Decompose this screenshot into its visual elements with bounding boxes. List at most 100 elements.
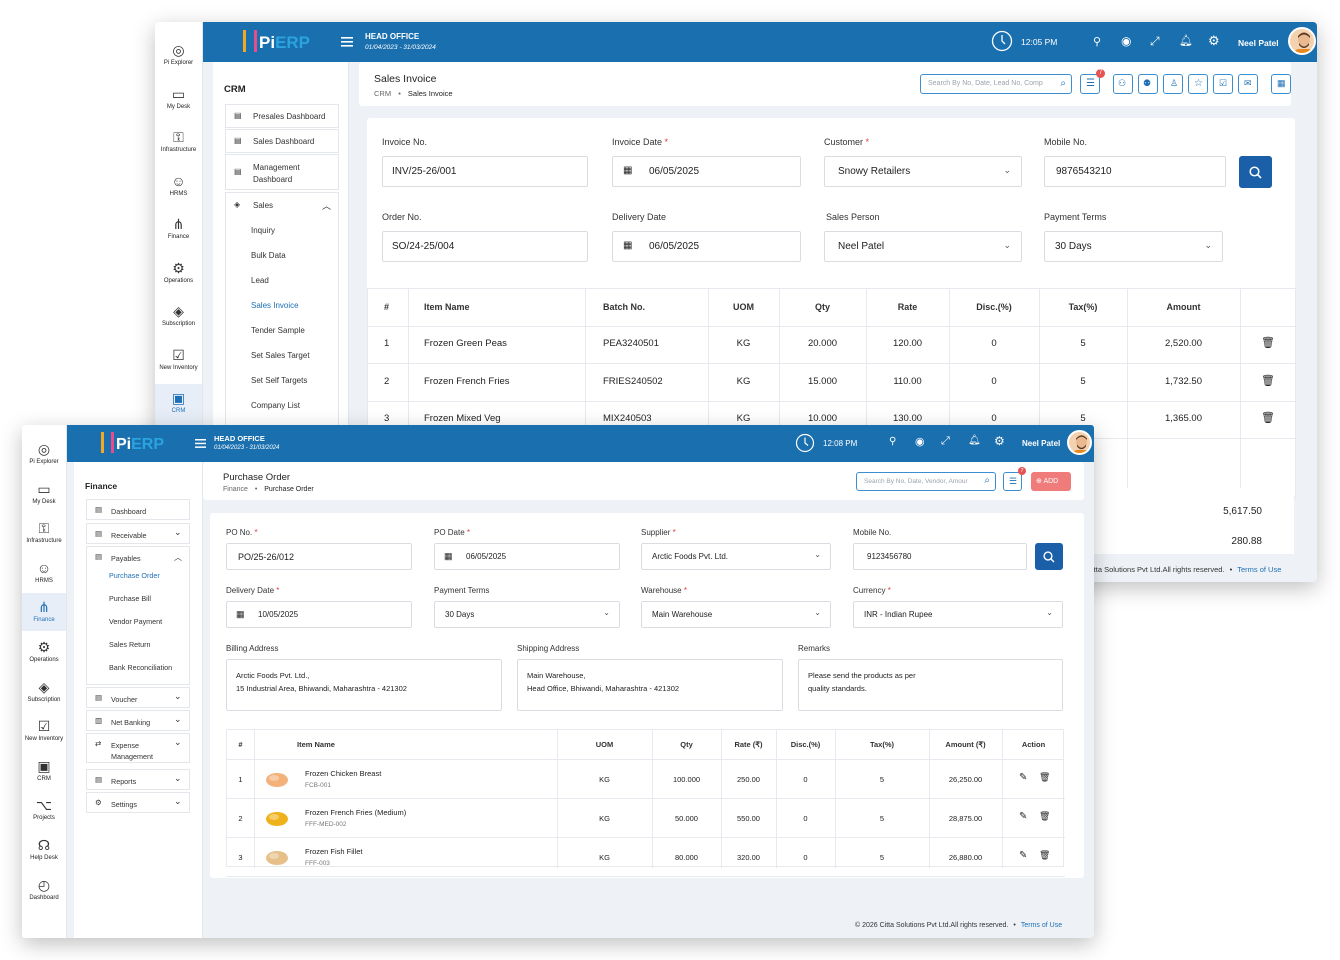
user-button[interactable]: ♙ (1163, 74, 1183, 94)
table-row[interactable]: 1 Frozen Green Peas PEA3240501 KG 20.000 120.… (368, 326, 1297, 364)
currency-select[interactable]: INR - Indian Rupee ⌄ (853, 601, 1063, 628)
submenu-item-sales-invoice[interactable]: Sales Invoice (251, 301, 299, 310)
office-name[interactable]: HEAD OFFICE (214, 434, 265, 443)
trash-icon[interactable]: 🗑︎ (1261, 412, 1275, 424)
chevron-down-icon[interactable]: ⌄ (174, 796, 182, 806)
search-icon[interactable]: ⌕ (984, 475, 990, 486)
supplier-select[interactable]: Arctic Foods Pvt. Ltd. ⌄ (641, 543, 831, 570)
table-row[interactable]: 3 Frozen Fish Fillet FFF-003 KG 80.000 320.00… (227, 838, 1065, 877)
search-button[interactable] (1035, 543, 1063, 570)
chevron-down-icon[interactable]: ⌄ (174, 527, 182, 537)
rail-item-operations[interactable]: ⚙ Operations (22, 633, 66, 671)
eye-icon[interactable]: ◉ (1121, 34, 1132, 48)
sales-person-select[interactable]: Neel Patel ⌄ (824, 231, 1022, 262)
chevron-down-icon[interactable]: ⌄ (174, 737, 182, 747)
group-button[interactable]: ⚉ (1138, 74, 1158, 94)
rail-item-crm[interactable]: ▣ CRM (155, 384, 202, 426)
filter-button[interactable]: ☰ (1003, 472, 1022, 491)
order-no-field[interactable]: SO/24-25/004 (382, 231, 588, 262)
terms-link[interactable]: Terms of Use (1020, 922, 1063, 929)
po-no-field[interactable]: PO/25-26/012 (226, 543, 412, 570)
submenu-item-bulk-data[interactable]: Bulk Data (251, 251, 286, 260)
user-name[interactable]: Neel Patel (1238, 38, 1279, 48)
customer-select[interactable]: Snowy Retailers ⌄ (824, 156, 1022, 187)
menu-item-receivable[interactable]: ▤ Receivable ⌄ (86, 523, 190, 544)
edit-icon[interactable]: ✎ (1019, 811, 1028, 822)
submenu-item-sales-return[interactable]: Sales Return (109, 640, 151, 649)
team-button[interactable]: ⚇ (1113, 74, 1133, 94)
rail-item-pi-explorer[interactable]: ◎ Pi Explorer (155, 36, 202, 78)
rail-item-infrastructure[interactable]: ⚿ Infrastructure (155, 123, 202, 165)
rail-item-dashboard[interactable]: ◴ Dashboard (22, 871, 66, 909)
billing-address-field[interactable]: Arctic Foods Pvt. Ltd., 15 Industrial Are… (226, 659, 502, 711)
pin-icon[interactable]: ⚲ (1093, 36, 1102, 48)
avatar[interactable] (1288, 27, 1316, 55)
search-button[interactable] (1239, 156, 1272, 188)
submenu-item-company-list[interactable]: Company List (251, 401, 300, 410)
menu-item-net-banking[interactable]: ▥ Net Banking ⌄ (86, 710, 190, 731)
menu-item-dashboard[interactable]: ▤ Dashboard (86, 499, 190, 520)
bell-icon[interactable]: 🔔︎ (1179, 35, 1193, 47)
table-row[interactable]: 1 Frozen Chicken Breast FCB-001 KG 100.000 25… (227, 760, 1065, 799)
chevron-down-icon[interactable]: ⌄ (174, 714, 182, 724)
mobile-field[interactable]: 9876543210 (1044, 156, 1226, 187)
edit-icon[interactable]: ✎ (1019, 772, 1028, 783)
menu-item-management-dashboard[interactable]: ▤ Management Dashboard (225, 154, 339, 190)
hamburger-icon[interactable] (341, 37, 353, 47)
hamburger-icon[interactable] (195, 439, 206, 448)
rail-item-help-desk[interactable]: ☊ Help Desk (22, 831, 66, 869)
rail-item-my-desk[interactable]: ▭ My Desk (22, 475, 66, 513)
menu-item-presales-dashboard[interactable]: ▤ Presales Dashboard (225, 104, 339, 128)
table-row[interactable]: 2 Frozen French Fries (Medium) FFF-MED-002… (227, 799, 1065, 838)
menu-item-sales-dashboard[interactable]: ▤ Sales Dashboard (225, 129, 339, 153)
rail-item-crm[interactable]: ▣ CRM (22, 752, 66, 790)
add-button[interactable]: ⊕ ADD (1031, 472, 1071, 491)
rail-item-infrastructure[interactable]: ⚿ Infrastructure (22, 514, 66, 552)
rail-item-finance[interactable]: ⋔ Finance (22, 593, 66, 631)
payment-terms-select[interactable]: 30 Days ⌄ (1044, 231, 1223, 262)
menu-item-settings[interactable]: ⚙ Settings ⌄ (86, 792, 190, 813)
rail-item-finance[interactable]: ⋔ Finance (155, 210, 202, 252)
trash-icon[interactable]: 🗑︎ (1039, 850, 1051, 860)
expand-icon[interactable]: ⤢ (941, 435, 950, 447)
rail-item-hrms[interactable]: ☺ HRMS (155, 167, 202, 209)
search-input[interactable]: Search By No, Date, Vendor, Amour ⌕ (856, 472, 996, 491)
remarks-field[interactable]: Please send the products as per quality s… (798, 659, 1063, 711)
expand-icon[interactable]: ⤢ (1150, 34, 1160, 48)
rail-item-my-desk[interactable]: ▭ My Desk (155, 80, 202, 122)
office-name[interactable]: HEAD OFFICE (365, 32, 420, 41)
submenu-item-purchase-order[interactable]: Purchase Order (109, 571, 160, 580)
menu-item-voucher[interactable]: ▤ Voucher ⌄ (86, 687, 190, 708)
warehouse-select[interactable]: Main Warehouse ⌄ (641, 601, 831, 628)
submenu-item-vendor-payment[interactable]: Vendor Payment (109, 617, 163, 626)
edit-icon[interactable]: ✎ (1019, 850, 1028, 861)
rail-item-new-inventory[interactable]: ☑ New Inventory (22, 712, 66, 750)
table-row[interactable]: 2 Frozen French Fries FRIES240502 KG 15.000 1… (368, 364, 1297, 402)
breadcrumb-finance[interactable]: Finance (223, 486, 248, 493)
filter-button[interactable]: ☰ (1080, 74, 1100, 94)
menu-item-sales[interactable]: Sales (253, 201, 274, 210)
terms-link[interactable]: Terms of Use (1237, 565, 1282, 574)
rail-item-projects[interactable]: ⌥ Projects (22, 791, 66, 829)
breadcrumb-crm[interactable]: CRM (374, 89, 392, 98)
bell-icon[interactable]: 🔔︎ (968, 435, 981, 446)
rail-item-operations[interactable]: ⚙ Operations (155, 254, 202, 296)
menu-item-reports[interactable]: ▤ Reports ⌄ (86, 769, 190, 790)
submenu-item-set-self-targets[interactable]: Set Self Targets (251, 376, 308, 385)
trash-icon[interactable]: 🗑︎ (1039, 811, 1051, 821)
rail-item-pi-explorer[interactable]: ◎ Pi Explorer (22, 435, 66, 473)
rail-item-subscription[interactable]: ◈ Subscription (22, 673, 66, 711)
mobile-field[interactable]: 9123456780 (853, 543, 1027, 570)
menu-item-payables[interactable]: ▤ Payables ︿ Purchase Order Purchase Bill Ven… (86, 546, 190, 685)
delivery-date-field[interactable]: ▦ 06/05/2025 (612, 231, 801, 262)
delivery-date-field[interactable]: ▦ 10/05/2025 (226, 601, 412, 628)
chevron-down-icon[interactable]: ⌄ (174, 773, 182, 783)
search-input[interactable]: Search By No, Date, Lead No, Comp ⌕ (920, 74, 1072, 94)
submenu-item-tender-sample[interactable]: Tender Sample (251, 326, 305, 335)
invoice-date-field[interactable]: ▦ 06/05/2025 (612, 156, 801, 187)
menu-item-expense-management[interactable]: ⇄ Expense Management ⌄ (86, 733, 190, 763)
check-button[interactable]: ☑ (1213, 74, 1233, 94)
rail-item-hrms[interactable]: ☺ HRMS (22, 554, 66, 592)
po-date-field[interactable]: ▦ 06/05/2025 (434, 543, 620, 570)
star-button[interactable]: ☆ (1188, 74, 1208, 94)
